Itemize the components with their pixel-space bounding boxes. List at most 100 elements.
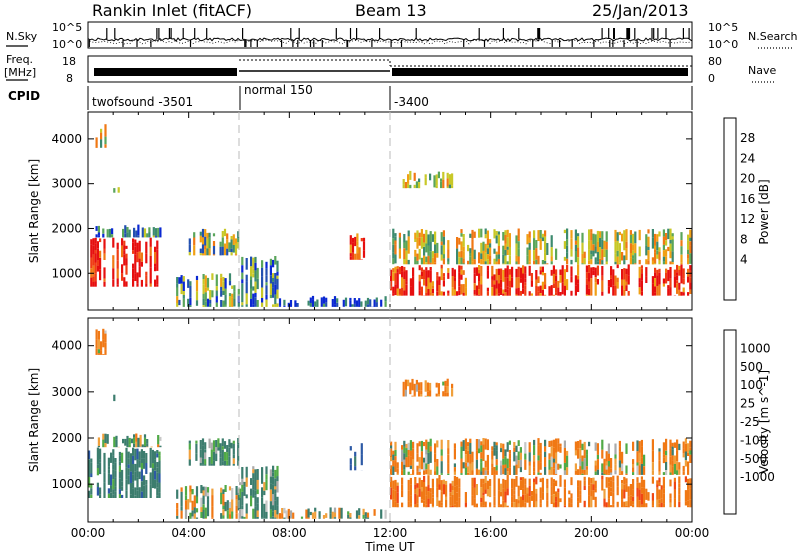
echo-cell: [104, 349, 107, 354]
echo-cell: [261, 267, 264, 277]
echo-cell: [581, 242, 584, 254]
echo-cell: [632, 244, 635, 251]
echo-cell: [141, 444, 144, 448]
echo-cell: [588, 495, 591, 502]
echo-cell: [423, 269, 426, 280]
echo-cell: [447, 261, 450, 265]
echo-cell: [517, 485, 520, 497]
echo-cell: [202, 298, 205, 306]
echo-cell: [278, 305, 282, 307]
echo-cell: [416, 487, 419, 496]
echo-cell: [632, 233, 635, 245]
echo-cell: [533, 250, 536, 261]
echo-cell: [504, 249, 507, 256]
echo-cell: [188, 440, 191, 444]
echo-cell: [456, 476, 459, 486]
echo-cell: [126, 435, 129, 448]
echo-cell: [136, 487, 139, 491]
echo-cell: [480, 506, 483, 508]
echo-cell: [423, 492, 426, 501]
echo-cell: [418, 248, 421, 260]
echo-cell: [522, 273, 525, 280]
echo-cell: [94, 243, 97, 250]
echo-cell: [511, 488, 514, 497]
echo-cell: [104, 136, 107, 145]
echo-cell: [140, 469, 143, 482]
echo-cell: [460, 284, 463, 295]
echo-cell: [453, 482, 456, 487]
cpid-strip: CPID twofsound -3501 normal 150 -3400: [8, 83, 693, 110]
echo-cell: [673, 269, 676, 277]
echo-cell: [519, 467, 522, 473]
colorbar-tick-label: 20: [740, 172, 755, 186]
echo-cell: [599, 237, 602, 247]
echo-cell: [535, 488, 538, 494]
echo-cell: [102, 228, 105, 234]
echo-cell: [222, 290, 225, 295]
echo-cell: [632, 489, 635, 497]
echo-cell: [245, 304, 248, 307]
echo-cell: [577, 257, 580, 265]
echo-cell: [360, 454, 363, 466]
echo-cell: [97, 330, 100, 340]
echo-cell: [627, 496, 630, 508]
echo-cell: [629, 243, 632, 253]
echo-cell: [610, 491, 613, 496]
echo-cell: [403, 453, 406, 460]
echo-cell: [202, 504, 205, 511]
echo-cell: [100, 139, 103, 148]
echo-cell: [226, 460, 229, 465]
echo-cell: [129, 461, 132, 472]
echo-cell: [634, 263, 637, 265]
echo-cell: [94, 237, 97, 244]
echo-cell: [137, 437, 140, 448]
echo-cell: [614, 454, 617, 459]
echo-cell: [420, 462, 423, 470]
echo-cell: [407, 174, 410, 184]
echo-cell: [239, 497, 242, 510]
echo-cell: [601, 439, 604, 450]
echo-cell: [206, 287, 210, 291]
noise-right-tick-top: 10^5: [708, 21, 738, 34]
echo-cell: [210, 442, 213, 450]
echo-cell: [559, 292, 562, 296]
echo-cell: [623, 260, 626, 265]
echo-cell: [434, 443, 437, 454]
echo-cell: [219, 453, 222, 458]
echo-cell: [254, 297, 257, 307]
echo-cell: [150, 446, 153, 448]
echo-cell: [94, 273, 97, 282]
echo-cell: [110, 452, 113, 463]
echo-cell: [256, 497, 259, 504]
echo-cell: [156, 249, 159, 262]
echo-cell: [138, 266, 141, 278]
echo-cell: [517, 248, 520, 257]
echo-cell: [90, 458, 93, 463]
echo-cell: [199, 440, 202, 450]
echo-cell: [152, 227, 155, 236]
echo-cell: [100, 128, 103, 133]
echo-cell: [204, 442, 207, 450]
echo-cell: [671, 466, 674, 475]
echo-cell: [671, 233, 674, 237]
echo-cell: [416, 471, 419, 475]
echo-cell: [544, 446, 547, 452]
echo-cell: [362, 508, 365, 515]
echo-cell: [638, 278, 641, 283]
echo-cell: [146, 443, 149, 447]
echo-cell: [438, 484, 441, 490]
echo-cell: [489, 243, 492, 248]
echo-cell: [489, 486, 492, 498]
echo-cell: [396, 473, 399, 475]
colorbar-tick-label: -100: [740, 433, 767, 447]
echo-cell: [442, 280, 445, 287]
echo-cell: [220, 290, 223, 297]
echo-cell: [272, 281, 275, 288]
echo-cell: [99, 238, 102, 243]
echo-cell: [625, 241, 628, 249]
echo-cell: [314, 507, 317, 512]
freq-band-block: [94, 68, 237, 76]
freq-panel-frame: [87, 55, 693, 83]
echo-cell: [261, 276, 264, 288]
echo-cell: [506, 480, 509, 489]
